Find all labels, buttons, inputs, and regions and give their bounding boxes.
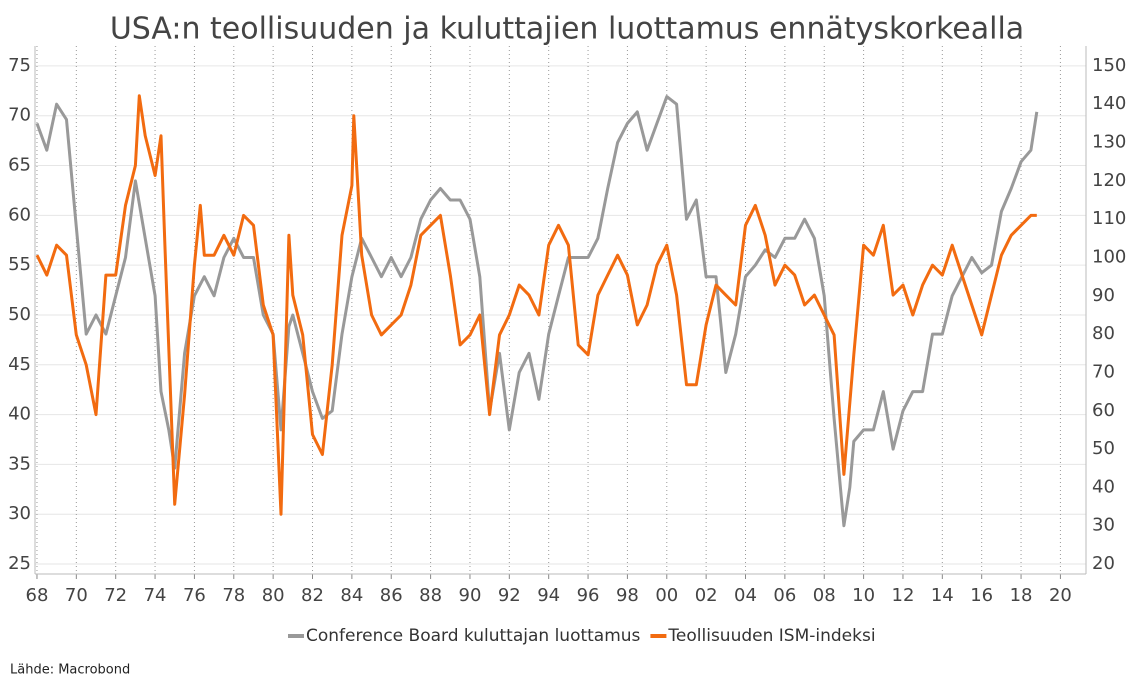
x-tick-label: 72 (104, 585, 127, 606)
y2-tick-label: 110 (1092, 208, 1126, 229)
x-tick-label: 96 (577, 585, 600, 606)
y2-tick-label: 130 (1092, 132, 1126, 153)
y-tick-label: 70 (8, 105, 31, 126)
x-tick-label: 82 (301, 585, 324, 606)
legend-label: Teollisuuden ISM-indeksi (667, 626, 875, 646)
y2-tick-label: 90 (1092, 285, 1115, 306)
x-tick-label: 18 (1010, 585, 1033, 606)
y2-tick-label: 140 (1092, 93, 1126, 114)
y-tick-label: 60 (8, 204, 31, 225)
y-tick-label: 55 (8, 254, 31, 275)
series-line (35, 94, 1037, 516)
y-tick-label: 35 (8, 453, 31, 474)
series-line (35, 95, 1039, 528)
y2-tick-label: 50 (1092, 438, 1115, 459)
y2-tick-label: 30 (1092, 515, 1115, 536)
x-tick-label: 14 (931, 585, 954, 606)
x-tick-label: 98 (616, 585, 639, 606)
y-tick-label: 25 (8, 553, 31, 574)
x-tick-label: 86 (380, 585, 403, 606)
y-tick-label: 40 (8, 404, 31, 425)
y-tick-label: 45 (8, 354, 31, 375)
source: Lähde: Macrobond (10, 663, 130, 678)
x-tick-label: 88 (419, 585, 442, 606)
x-tick-label: 92 (498, 585, 521, 606)
y2-tick-label: 80 (1092, 323, 1115, 344)
x-tick-label: 08 (813, 585, 836, 606)
legend-label: Conference Board kuluttajan luottamus (306, 626, 641, 646)
x-tick-label: 02 (695, 585, 718, 606)
y2-tick-label: 70 (1092, 361, 1115, 382)
y-tick-label: 75 (8, 55, 31, 76)
x-tick-label: 10 (852, 585, 875, 606)
x-tick-label: 04 (734, 585, 757, 606)
y2-tick-label: 150 (1092, 55, 1126, 76)
x-tick-label: 90 (459, 585, 482, 606)
chart-title: USA:n teollisuuden ja kuluttajien luotta… (110, 12, 1024, 47)
x-tick-label: 84 (340, 585, 363, 606)
x-tick-label: 00 (655, 585, 678, 606)
y2-tick-label: 120 (1092, 170, 1126, 191)
y-tick-label: 30 (8, 503, 31, 524)
y2-tick-label: 40 (1092, 476, 1115, 497)
x-tick-label: 80 (262, 585, 285, 606)
y2-tick-label: 60 (1092, 400, 1115, 421)
x-tick-label: 78 (222, 585, 245, 606)
x-tick-label: 06 (773, 585, 796, 606)
x-tick-label: 70 (65, 585, 88, 606)
x-tick-label: 94 (537, 585, 560, 606)
x-tick-label: 12 (892, 585, 915, 606)
y2-tick-label: 20 (1092, 553, 1115, 574)
y2-tick-label: 100 (1092, 247, 1126, 268)
x-tick-label: 74 (144, 585, 167, 606)
x-tick-label: 76 (183, 585, 206, 606)
x-tick-label: 20 (1049, 585, 1072, 606)
y-tick-label: 50 (8, 304, 31, 325)
x-tick-label: 16 (970, 585, 993, 606)
y-tick-label: 65 (8, 155, 31, 176)
x-tick-label: 68 (26, 585, 49, 606)
